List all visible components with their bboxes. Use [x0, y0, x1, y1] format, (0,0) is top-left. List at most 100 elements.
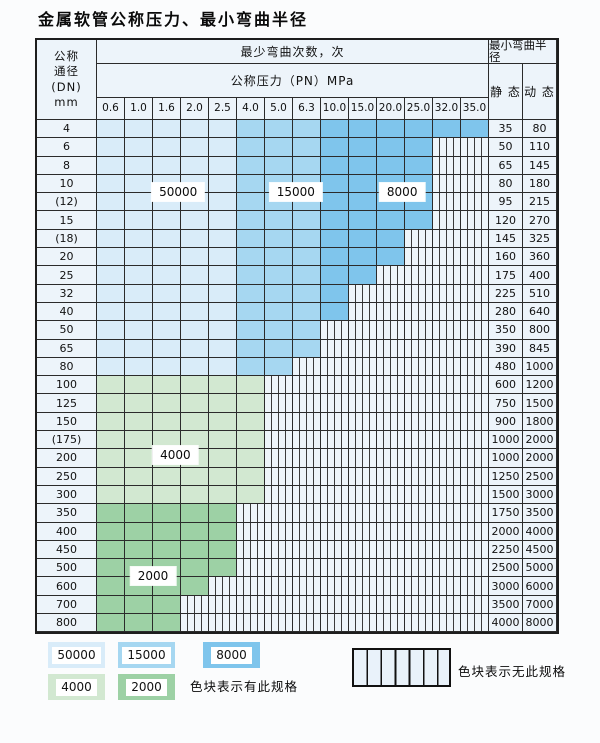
- matrix-cell: [209, 431, 237, 450]
- dynamic-value-cell: 1000: [523, 357, 557, 377]
- matrix-cell: [265, 321, 293, 340]
- dn-cell: 25: [37, 266, 97, 285]
- matrix-cell: [405, 156, 433, 175]
- matrix-cell: [125, 376, 153, 395]
- matrix-cell-no-spec: [349, 302, 377, 322]
- matrix-cell-no-spec: [237, 522, 265, 541]
- matrix-cell-no-spec: [321, 540, 349, 560]
- static-value-cell: 120: [489, 211, 523, 230]
- static-value-cell: 65: [489, 156, 523, 175]
- static-value-cell: 175: [489, 266, 523, 285]
- matrix-cell: [209, 504, 237, 523]
- matrix-cell-no-spec: [405, 248, 433, 267]
- matrix-cell-no-spec: [349, 357, 377, 377]
- matrix-cell-no-spec: [461, 248, 489, 267]
- matrix-cell: [125, 614, 153, 633]
- matrix-cell-no-spec: [461, 284, 489, 303]
- matrix-cell: [153, 302, 181, 322]
- matrix-cell-no-spec: [293, 614, 321, 633]
- cycle-count-label: 15000: [269, 183, 322, 202]
- matrix-cell-no-spec: [349, 376, 377, 395]
- matrix-cell: [97, 193, 125, 212]
- matrix-cell: [209, 193, 237, 212]
- matrix-cell: [153, 138, 181, 157]
- matrix-cell-no-spec: [265, 614, 293, 633]
- pressure-column-header: 2.0: [181, 98, 209, 120]
- pressure-column-header: 35.0: [461, 98, 489, 120]
- static-value-cell: 145: [489, 229, 523, 249]
- pressure-column-header: 4.0: [237, 98, 265, 120]
- matrix-cell-no-spec: [321, 357, 349, 377]
- matrix-cell-no-spec: [405, 449, 433, 468]
- matrix-cell: [181, 284, 209, 303]
- matrix-cell-no-spec: [377, 376, 405, 395]
- static-value-cell: 2500: [489, 559, 523, 578]
- dynamic-value-cell: 2000: [523, 431, 557, 450]
- matrix-cell: [125, 595, 153, 615]
- matrix-cell: [209, 302, 237, 322]
- dn-cell: 6: [37, 138, 97, 157]
- matrix-cell: [181, 467, 209, 486]
- matrix-cell-no-spec: [377, 431, 405, 450]
- matrix-cell: [125, 431, 153, 450]
- static-value-cell: 3000: [489, 577, 523, 596]
- matrix-cell-no-spec: [293, 412, 321, 432]
- matrix-cell-no-spec: [321, 376, 349, 395]
- matrix-cell-no-spec: [321, 339, 349, 358]
- dn-cell: 300: [37, 485, 97, 505]
- matrix-cell: [349, 266, 377, 285]
- matrix-cell: [181, 559, 209, 578]
- static-header: 静 态: [489, 64, 523, 120]
- matrix-cell-no-spec: [461, 394, 489, 413]
- matrix-cell: [153, 376, 181, 395]
- matrix-cell: [209, 394, 237, 413]
- matrix-cell: [125, 339, 153, 358]
- dynamic-value-cell: 4000: [523, 522, 557, 541]
- matrix-cell-no-spec: [461, 211, 489, 230]
- matrix-cell-no-spec: [321, 412, 349, 432]
- static-value-cell: 2250: [489, 540, 523, 560]
- matrix-cell-no-spec: [433, 211, 461, 230]
- legend-swatch-15000: 15000: [118, 642, 175, 668]
- matrix-cell-no-spec: [405, 394, 433, 413]
- matrix-cell: [321, 174, 349, 194]
- dn-cell: 600: [37, 577, 97, 596]
- dynamic-value-cell: 2500: [523, 467, 557, 486]
- matrix-cell: [265, 248, 293, 267]
- dynamic-value-cell: 360: [523, 248, 557, 267]
- pressure-column-header: 2.5: [209, 98, 237, 120]
- matrix-cell-no-spec: [433, 321, 461, 340]
- matrix-cell-no-spec: [405, 266, 433, 285]
- matrix-cell: [97, 614, 125, 633]
- matrix-cell: [153, 120, 181, 139]
- pressure-column-header: 5.0: [265, 98, 293, 120]
- matrix-cell-no-spec: [349, 485, 377, 505]
- matrix-cell-no-spec: [237, 540, 265, 560]
- matrix-cell: [153, 284, 181, 303]
- matrix-cell: [97, 412, 125, 432]
- matrix-cell-no-spec: [405, 595, 433, 615]
- dn-cell: 15: [37, 211, 97, 230]
- matrix-cell: [265, 229, 293, 249]
- matrix-cell-no-spec: [293, 559, 321, 578]
- dynamic-header: 动 态: [523, 64, 557, 120]
- matrix-cell: [153, 595, 181, 615]
- matrix-cell: [321, 248, 349, 267]
- matrix-cell: [293, 211, 321, 230]
- matrix-cell-no-spec: [321, 595, 349, 615]
- dn-cell: 10: [37, 174, 97, 194]
- dn-cell: 150: [37, 412, 97, 432]
- static-value-cell: 2000: [489, 522, 523, 541]
- static-value-cell: 4000: [489, 614, 523, 633]
- matrix-cell: [433, 120, 461, 139]
- matrix-cell: [237, 321, 265, 340]
- matrix-cell-no-spec: [377, 266, 405, 285]
- dn-cell: 450: [37, 540, 97, 560]
- dn-cell: 700: [37, 595, 97, 615]
- matrix-cell-no-spec: [405, 339, 433, 358]
- matrix-cell: [97, 211, 125, 230]
- matrix-cell: [293, 120, 321, 139]
- matrix-cell: [97, 229, 125, 249]
- matrix-cell: [377, 211, 405, 230]
- cycle-count-label: 4000: [153, 445, 198, 464]
